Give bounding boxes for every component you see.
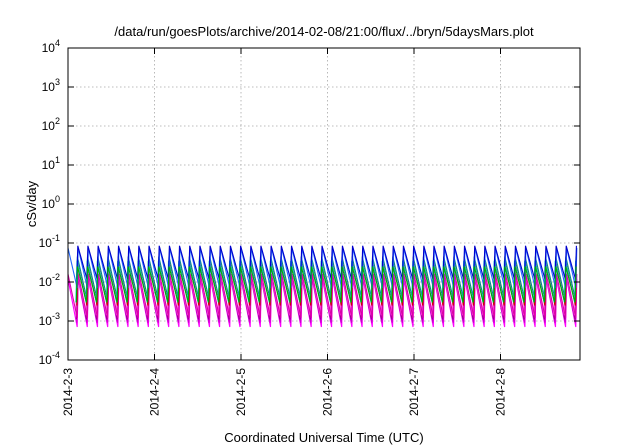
series-group bbox=[67, 245, 578, 328]
series-line bbox=[67, 273, 578, 319]
y-tick-label: 103 bbox=[42, 77, 60, 94]
x-tick-label: 2014-2-6 bbox=[321, 368, 335, 416]
y-tick-label: 10-1 bbox=[39, 233, 60, 250]
series-line bbox=[75, 266, 577, 303]
x-axis-label: Coordinated Universal Time (UTC) bbox=[224, 430, 423, 445]
y-tick-label: 102 bbox=[42, 116, 60, 133]
x-tick-labels: 2014-2-3 2014-2-4 2014-2-5 2014-2-6 2014-2-7… bbox=[61, 368, 508, 416]
y-tick-label: 104 bbox=[42, 38, 60, 55]
x-tick-label: 2014-2-7 bbox=[407, 368, 421, 416]
series-line bbox=[76, 245, 577, 280]
y-tick-label: 101 bbox=[42, 155, 60, 172]
x-tick-label: 2014-2-3 bbox=[61, 368, 75, 416]
y-tick-labels: 10-4 10-3 10-2 10-1 100 101 102 103 104 bbox=[39, 38, 60, 367]
y-tick-label: 100 bbox=[42, 194, 60, 211]
x-tick-label: 2014-2-5 bbox=[234, 368, 248, 416]
x-tick-label: 2014-2-4 bbox=[148, 368, 162, 416]
y-tick-label: 10-4 bbox=[39, 350, 60, 367]
tick-marks bbox=[67, 47, 580, 361]
y-tick-label: 10-2 bbox=[39, 272, 60, 289]
x-tick-label: 2014-2-8 bbox=[494, 368, 508, 416]
chart-title: /data/run/goesPlots/archive/2014-02-08/2… bbox=[114, 24, 534, 39]
y-tick-label: 10-3 bbox=[39, 311, 60, 328]
y-axis-label: cSv/day bbox=[24, 180, 39, 227]
